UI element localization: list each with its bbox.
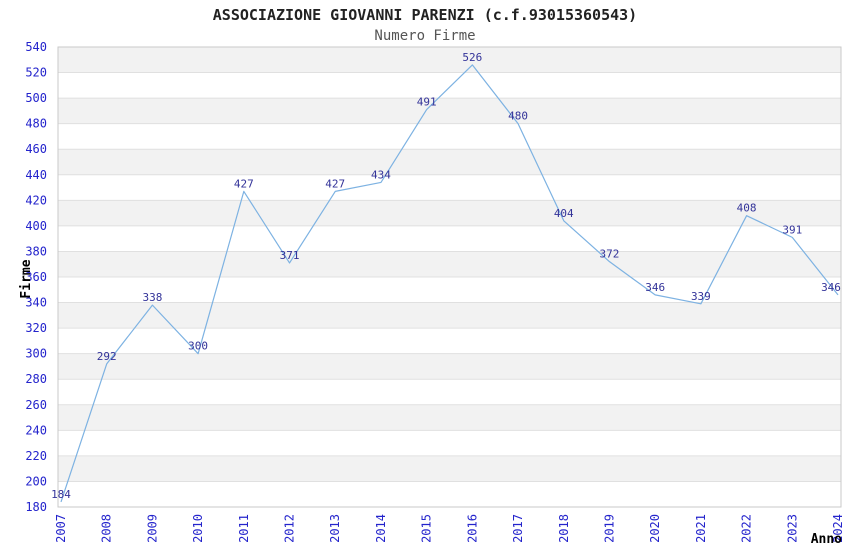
chart-subtitle: Numero Firme xyxy=(374,28,476,44)
x-tick-label: 2020 xyxy=(648,514,662,543)
x-tick-label: 2009 xyxy=(145,514,159,543)
y-tick-label: 280 xyxy=(25,372,47,386)
y-tick-label: 200 xyxy=(25,474,47,488)
data-point-label: 480 xyxy=(508,110,528,123)
data-point-label: 491 xyxy=(417,96,437,109)
x-tick-label: 2021 xyxy=(694,514,708,543)
x-tick-label: 2013 xyxy=(328,514,342,543)
plot-band xyxy=(58,404,841,431)
plot-band xyxy=(58,353,841,380)
x-tick-label: 2017 xyxy=(511,514,525,543)
x-tick-label: 2023 xyxy=(785,514,799,543)
data-point-label: 427 xyxy=(234,177,254,190)
y-tick-label: 420 xyxy=(25,193,47,207)
y-tick-label: 480 xyxy=(25,117,47,131)
data-point-label: 526 xyxy=(462,51,482,64)
chart-title: ASSOCIAZIONE GIOVANNI PARENZI (c.f.93015… xyxy=(212,6,638,24)
x-tick-label: 2016 xyxy=(465,514,479,543)
data-point-label: 338 xyxy=(142,291,162,304)
y-tick-label: 440 xyxy=(25,168,47,182)
data-line xyxy=(60,64,839,503)
plot-band xyxy=(58,200,841,226)
y-axis-title: Firme xyxy=(19,259,34,298)
plot-band xyxy=(58,455,841,482)
y-tick-label: 400 xyxy=(25,219,47,233)
y-tick-label: 220 xyxy=(25,449,47,463)
plot-band xyxy=(58,47,841,73)
y-tick-label: 240 xyxy=(25,423,47,437)
x-tick-label: 2007 xyxy=(54,514,68,543)
plot-band xyxy=(58,251,841,277)
y-tick-label: 320 xyxy=(25,321,47,335)
data-point-label: 339 xyxy=(691,290,711,303)
data-point-label: 184 xyxy=(51,488,71,501)
data-point-label: 300 xyxy=(188,340,208,353)
y-tick-label: 180 xyxy=(25,500,47,514)
data-point-label: 427 xyxy=(325,177,345,190)
y-tick-label: 460 xyxy=(25,142,47,156)
y-tick-label: 300 xyxy=(25,347,47,361)
data-point-label: 391 xyxy=(782,223,802,236)
x-tick-label: 2012 xyxy=(283,514,297,543)
x-tick-label: 2015 xyxy=(420,514,434,543)
data-point-label: 346 xyxy=(821,281,841,294)
data-point-label: 434 xyxy=(371,168,391,181)
x-tick-label: 2011 xyxy=(237,514,251,543)
x-tick-label: 2010 xyxy=(191,514,205,543)
plot-border xyxy=(57,46,842,508)
plot-band xyxy=(58,149,841,175)
x-axis-title: Anno xyxy=(811,532,842,547)
x-tick-label: 2018 xyxy=(557,514,571,543)
x-tick-label: 2024 xyxy=(831,514,845,543)
y-tick-label: 540 xyxy=(25,40,47,54)
data-point-label: 408 xyxy=(737,202,757,215)
data-point-label: 404 xyxy=(554,207,574,220)
y-tick-label: 500 xyxy=(25,91,47,105)
data-point-label: 372 xyxy=(600,248,620,261)
y-tick-label: 520 xyxy=(25,66,47,80)
x-tick-label: 2008 xyxy=(100,514,114,543)
data-point-label: 371 xyxy=(280,249,300,262)
y-tick-label: 380 xyxy=(25,244,47,258)
data-point-label: 292 xyxy=(97,350,117,363)
y-tick-label: 340 xyxy=(25,296,47,310)
x-tick-label: 2014 xyxy=(374,514,388,543)
x-tick-label: 2022 xyxy=(740,514,754,543)
y-tick-label: 260 xyxy=(25,398,47,412)
plot-band xyxy=(58,98,841,124)
x-tick-label: 2019 xyxy=(602,514,616,543)
y-tick-label: 360 xyxy=(25,270,47,284)
data-point-label: 346 xyxy=(645,281,665,294)
plot-band xyxy=(58,302,841,329)
